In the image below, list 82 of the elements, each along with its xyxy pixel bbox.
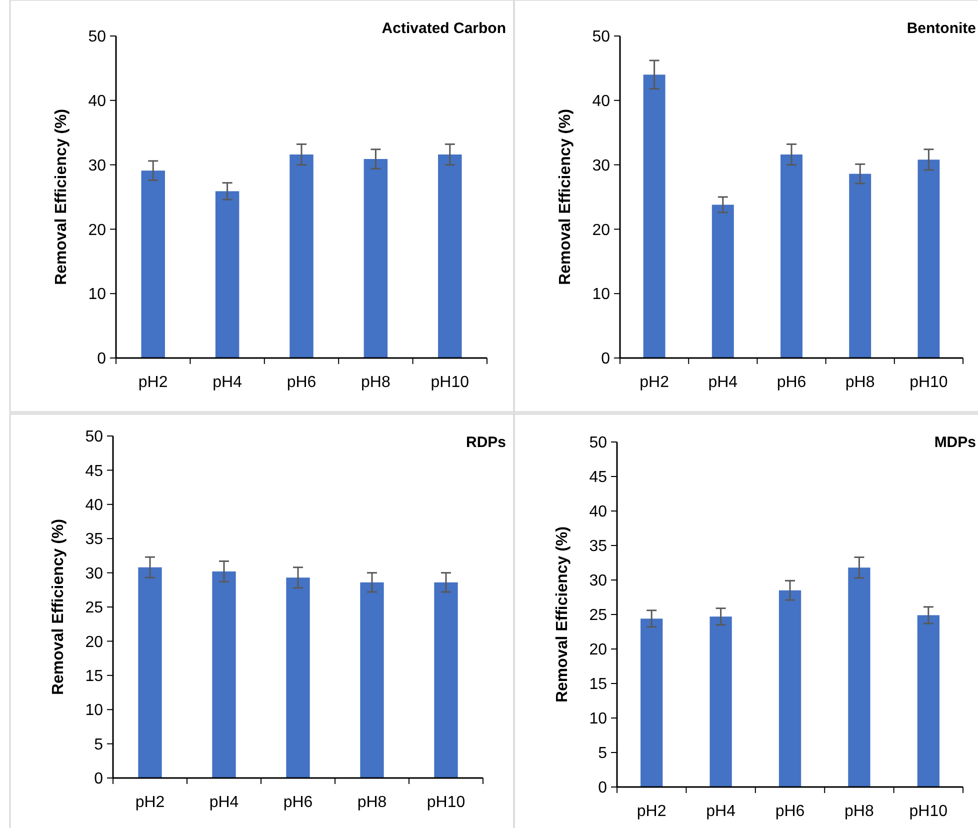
x-tick-label: pH8 — [361, 374, 390, 391]
y-tick-label: 0 — [598, 780, 608, 797]
x-tick-label: pH2 — [636, 803, 666, 820]
y-tick-label: 30 — [589, 572, 608, 590]
y-tick-label: 15 — [589, 676, 608, 694]
chart-title: Bentonite — [906, 20, 976, 37]
x-tick-label: pH6 — [775, 803, 805, 820]
y-tick-label: 45 — [85, 462, 104, 480]
y-tick-label: 5 — [94, 736, 104, 754]
y-tick-label: 0 — [601, 350, 610, 368]
y-tick-label: 10 — [88, 286, 106, 304]
x-tick-label: pH6 — [776, 374, 806, 391]
y-tick-label: 40 — [88, 93, 106, 110]
x-tick-label: pH4 — [708, 374, 738, 391]
x-tick-label: pH8 — [357, 794, 387, 811]
y-tick-label: 40 — [592, 93, 610, 110]
x-tick-label: pH2 — [135, 794, 165, 811]
bar — [138, 567, 162, 778]
x-tick-label: pH8 — [845, 374, 875, 391]
bar — [438, 154, 462, 358]
bar — [290, 154, 314, 358]
bar — [778, 590, 802, 787]
y-tick-label: 15 — [85, 668, 104, 685]
bar — [643, 74, 666, 358]
y-tick-label: 40 — [85, 497, 104, 514]
y-tick-label: 50 — [85, 428, 104, 446]
x-tick-label: pH6 — [283, 794, 313, 811]
y-tick-label: 10 — [85, 702, 104, 720]
x-tick-label: pH2 — [138, 374, 168, 391]
y-tick-label: 35 — [589, 538, 608, 556]
x-tick-label: pH10 — [426, 794, 466, 811]
bar — [712, 204, 734, 358]
y-tick-label: 20 — [88, 222, 106, 239]
y-tick-label: 5 — [598, 745, 608, 762]
y-tick-label: 10 — [592, 286, 610, 304]
y-axis-title: Removal Efficiency (%) — [53, 108, 70, 286]
y-tick-label: 0 — [94, 770, 104, 788]
x-tick-label: pH2 — [640, 374, 670, 391]
bar — [849, 174, 872, 358]
x-tick-label: pH10 — [910, 374, 948, 391]
y-axis-title: Removal Efficiency (%) — [50, 518, 67, 696]
bar — [286, 578, 310, 778]
bar — [434, 582, 458, 778]
y-tick-label: 30 — [88, 157, 106, 174]
chart-title: MDPs — [934, 434, 976, 451]
y-tick-label: 30 — [592, 157, 610, 174]
y-tick-label: 20 — [592, 222, 610, 239]
y-axis-title: Removal Efficiency (%) — [554, 526, 571, 703]
bar — [215, 191, 240, 358]
x-tick-label: pH4 — [209, 794, 239, 811]
bar — [780, 154, 802, 358]
y-tick-label: 45 — [589, 469, 608, 486]
bar — [917, 615, 940, 787]
y-tick-label: 35 — [85, 531, 104, 548]
x-tick-label: pH10 — [909, 803, 948, 820]
bar — [918, 160, 940, 358]
x-tick-label: pH6 — [286, 374, 316, 391]
y-tick-label: 40 — [589, 504, 608, 521]
y-axis-title: Removal Efficiency (%) — [557, 108, 574, 286]
y-tick-label: 20 — [589, 642, 608, 659]
y-tick-label: 50 — [592, 28, 610, 46]
y-tick-label: 30 — [85, 565, 104, 582]
y-tick-label: 25 — [589, 607, 608, 624]
x-tick-label: pH8 — [844, 803, 874, 820]
y-tick-label: 10 — [589, 710, 608, 728]
y-tick-label: 0 — [97, 350, 106, 368]
x-tick-label: pH4 — [706, 803, 736, 820]
bar — [848, 568, 870, 787]
chart-title: RDPs — [466, 434, 506, 451]
bar — [710, 616, 732, 787]
y-tick-label: 50 — [589, 434, 608, 452]
bar — [212, 571, 236, 778]
x-tick-label: pH4 — [212, 374, 242, 391]
chart-title: Activated Carbon — [382, 20, 506, 37]
x-tick-label: pH10 — [430, 374, 470, 391]
bar — [640, 618, 663, 787]
bar — [141, 170, 165, 358]
y-tick-label: 20 — [85, 634, 104, 651]
y-tick-label: 50 — [88, 28, 106, 46]
bar — [360, 582, 384, 778]
y-tick-label: 25 — [85, 600, 104, 617]
bar — [364, 159, 388, 358]
